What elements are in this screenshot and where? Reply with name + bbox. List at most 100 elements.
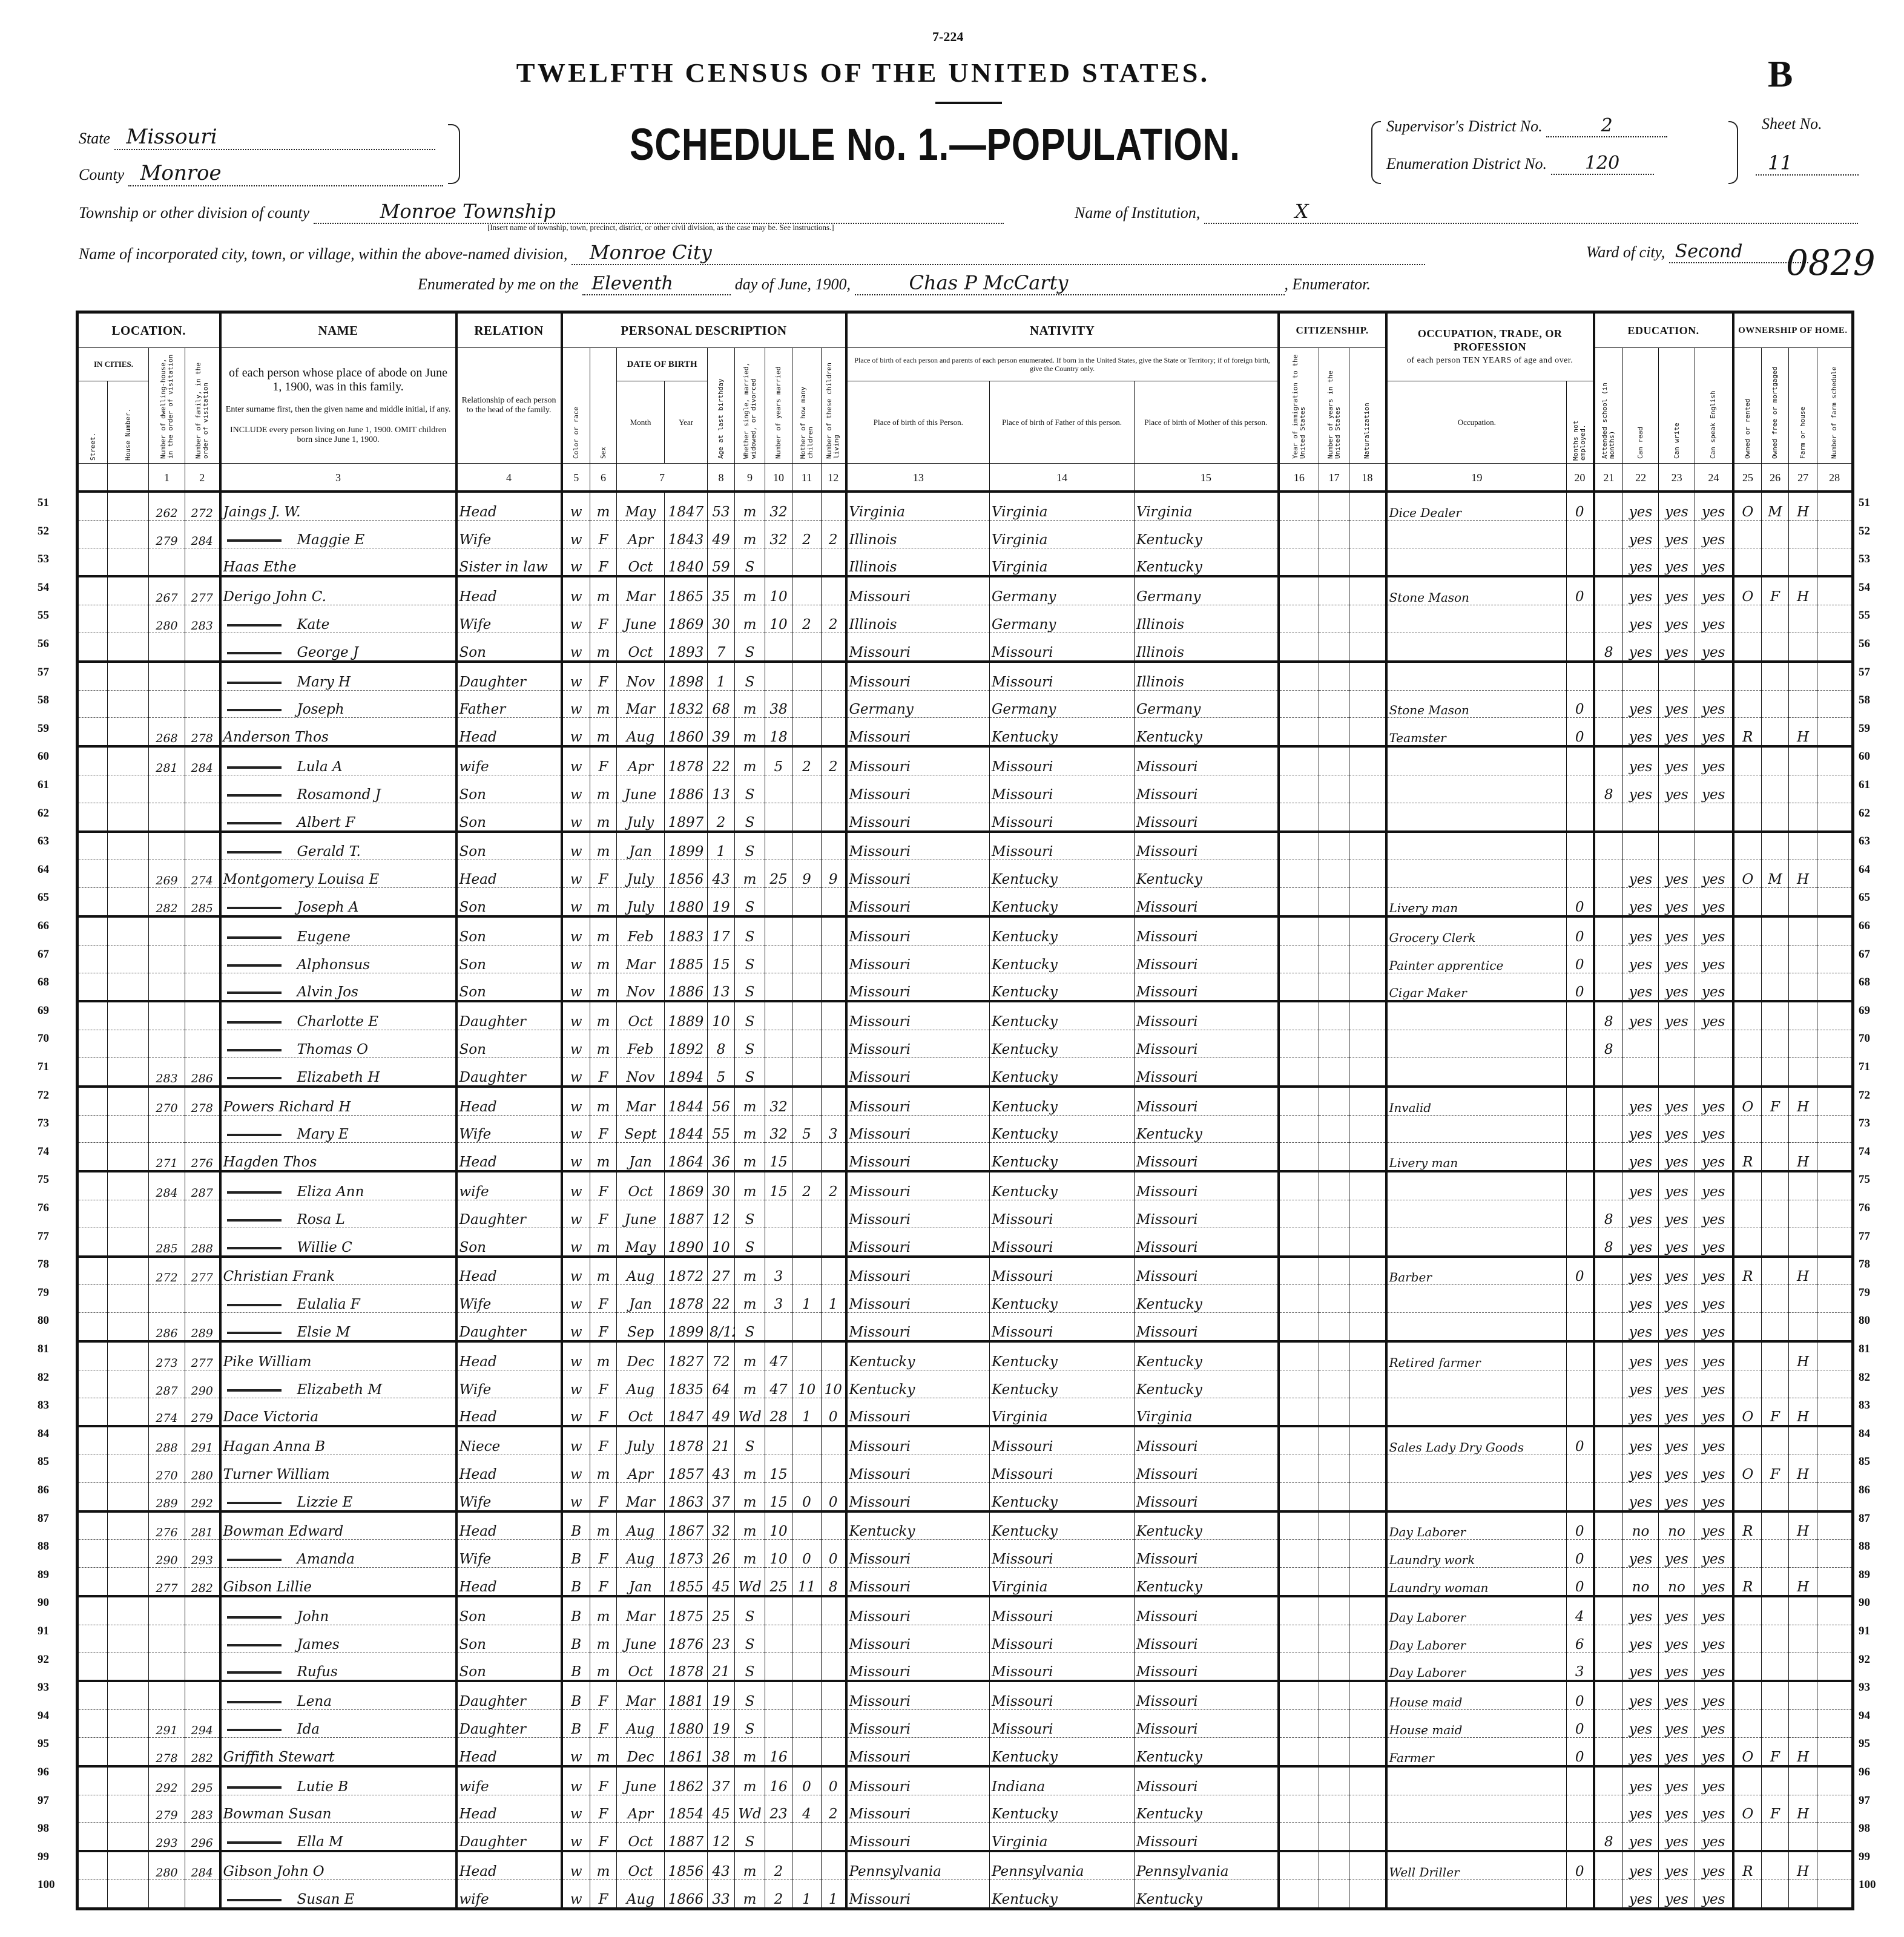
birthplace-cell: Missouri xyxy=(846,775,990,803)
naturalization-cell xyxy=(1349,690,1386,719)
owned-rented-cell xyxy=(1733,661,1762,691)
age-cell: 43 xyxy=(707,1851,735,1881)
name-cell: Rufus xyxy=(220,1653,456,1683)
family-number-value: 291 xyxy=(191,1441,213,1455)
years-married-cell xyxy=(765,1228,792,1258)
father-birthplace-cell: Missouri xyxy=(989,1455,1135,1483)
dwelling-number-cell: 274 xyxy=(148,1398,185,1428)
owned-rented-cell: O xyxy=(1733,1795,1762,1823)
sex-value: m xyxy=(596,984,610,1001)
street-header: Street. xyxy=(77,381,108,464)
name-cell: Montgomery Louisa E xyxy=(220,860,456,889)
age-value: 5 xyxy=(716,1069,726,1085)
dwelling-number-cell: 290 xyxy=(148,1539,185,1568)
can-read-cell: yes xyxy=(1622,1455,1659,1483)
owned-rented-cell: R xyxy=(1733,1511,1762,1541)
name-description: of each person whose place of abode on J… xyxy=(220,347,457,464)
column-number: 2 xyxy=(184,463,221,492)
can-read-value: yes xyxy=(1629,1269,1653,1285)
immigration-year-cell xyxy=(1278,1030,1319,1058)
color-value: w xyxy=(570,872,582,888)
can-write-cell xyxy=(1658,803,1695,833)
can-write-value: yes xyxy=(1665,559,1688,576)
line-number-left: 74 xyxy=(38,1145,49,1158)
family-number-cell xyxy=(185,1200,220,1228)
relation-value: Son xyxy=(459,814,486,830)
can-read-cell: yes xyxy=(1622,1200,1659,1228)
occupation-value: Stone Mason xyxy=(1389,703,1469,718)
naturalization-cell xyxy=(1349,1625,1386,1653)
attended-school-cell xyxy=(1593,916,1623,945)
free-mortgaged-cell xyxy=(1761,520,1789,548)
months-unemployed-cell: 0 xyxy=(1566,1256,1594,1286)
free-mortgaged-cell xyxy=(1761,1625,1789,1653)
can-read-cell: yes xyxy=(1622,1171,1659,1200)
birth-year-cell: 1875 xyxy=(664,1596,708,1625)
can-write-value: yes xyxy=(1665,1183,1688,1200)
years-married-cell: 32 xyxy=(765,520,792,548)
marital-status-value: S xyxy=(745,1041,755,1057)
birth-month-value: Oct xyxy=(628,1864,653,1880)
years-in-us-cell xyxy=(1319,1256,1349,1286)
line-number-left: 69 xyxy=(38,1004,49,1017)
line-number-left: 81 xyxy=(38,1343,49,1355)
birth-year-value: 1872 xyxy=(668,1269,704,1285)
owned-rented-cell: R xyxy=(1733,1256,1762,1286)
years-in-us-cell xyxy=(1319,1086,1349,1116)
children-living-label: Number of these children living xyxy=(825,363,841,459)
birthplace-cell: Virginia xyxy=(846,492,990,521)
color-value: w xyxy=(570,1834,582,1850)
mother-birthplace-value: Kentucky xyxy=(1136,1891,1202,1907)
father-birthplace-cell: Kentucky xyxy=(989,1795,1135,1823)
farm-house-label: Farm or house xyxy=(1799,406,1807,459)
can-read-value: yes xyxy=(1629,758,1653,775)
can-speak-english-cell: yes xyxy=(1695,746,1733,775)
children-living-cell: 0 xyxy=(821,1539,846,1568)
marital-status-cell: S xyxy=(734,661,765,691)
free-mortgaged-cell: F xyxy=(1761,1398,1789,1428)
years-in-us-cell xyxy=(1319,520,1349,548)
mother-birthplace-cell: Missouri xyxy=(1134,973,1279,1003)
can-write-value: yes xyxy=(1665,1694,1688,1710)
column-number: 16 xyxy=(1278,463,1320,492)
table-row: 279 283 Bowman Susan Head w F Apr 1854 45 Wd 23 4 2 M… xyxy=(77,1795,1853,1823)
can-speak-english-value: yes xyxy=(1702,1099,1725,1115)
can-write-cell: yes xyxy=(1658,973,1695,1003)
relation-cell: Wife xyxy=(456,605,562,633)
can-write-value: yes xyxy=(1665,1891,1688,1907)
marital-status-value: S xyxy=(745,1636,755,1653)
dwelling-number-value: 279 xyxy=(156,1809,178,1823)
line-number-right: 98 xyxy=(1859,1822,1870,1835)
farm-schedule-cell xyxy=(1817,520,1853,548)
table-row: 282 285 Joseph A Son w m July 1880 19 S Missouri Ke… xyxy=(77,887,1853,918)
birth-year-cell: 1899 xyxy=(664,1312,708,1343)
can-read-value: yes xyxy=(1629,1126,1653,1143)
owned-rented-cell xyxy=(1733,1171,1762,1200)
children-living-value: 1 xyxy=(828,1297,838,1313)
can-read-cell: yes xyxy=(1622,1795,1659,1823)
can-speak-english-value: yes xyxy=(1702,644,1725,660)
family-number-value: 284 xyxy=(191,534,213,548)
family-number-value: 276 xyxy=(191,1157,213,1171)
family-number-cell xyxy=(185,803,220,833)
birth-year-cell: 1860 xyxy=(664,717,708,748)
can-read-value: yes xyxy=(1629,1636,1653,1653)
birth-month-cell: Aug xyxy=(616,717,665,748)
immigration-year-cell xyxy=(1278,1709,1319,1738)
ditto-dash xyxy=(226,1134,282,1137)
name-value: Derigo John C. xyxy=(223,589,326,605)
father-birthplace-value: Germany xyxy=(992,702,1056,718)
immigration-year-cell xyxy=(1278,1200,1319,1228)
naturalization-cell xyxy=(1349,860,1386,889)
birth-year-cell: 1893 xyxy=(664,633,708,663)
children-living-cell xyxy=(821,1851,846,1881)
immigration-year-cell xyxy=(1278,1142,1319,1173)
brace xyxy=(448,124,460,184)
occupation-cell: House maid xyxy=(1386,1681,1567,1711)
sex-value: F xyxy=(598,616,608,633)
farm-schedule-cell xyxy=(1817,1511,1853,1541)
attended-school-cell: 8 xyxy=(1593,633,1623,663)
table-row: 271 276 Hagden Thos Head w m Jan 1864 36 m 15 Misso… xyxy=(77,1142,1853,1173)
location-header: LOCATION. xyxy=(76,312,221,348)
birth-month-cell: May xyxy=(616,1228,665,1258)
